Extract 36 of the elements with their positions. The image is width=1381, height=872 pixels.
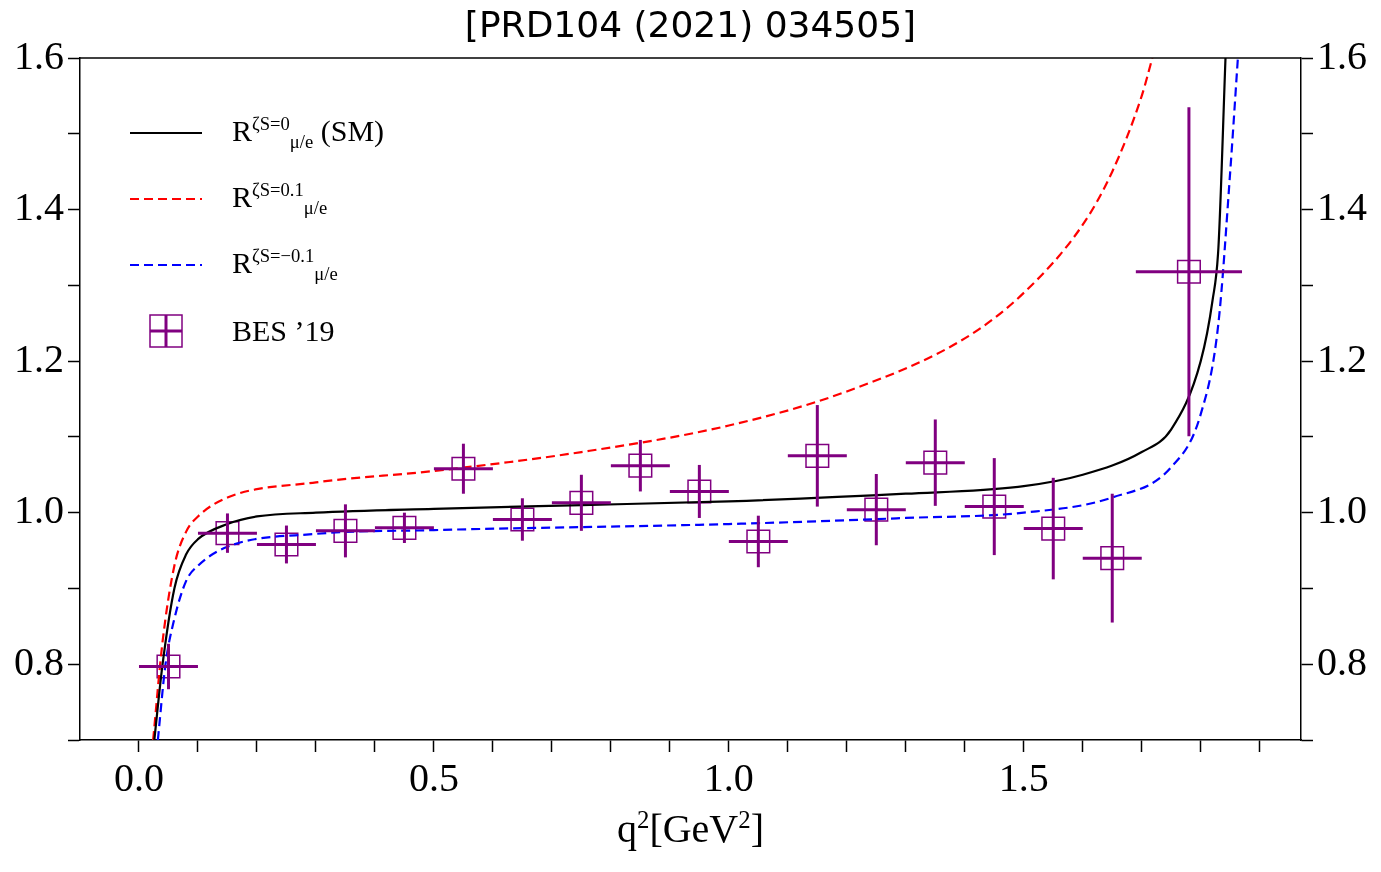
point — [392, 515, 417, 540]
y2-tick-label: 1.6 — [1317, 32, 1367, 78]
point — [1176, 259, 1201, 284]
point — [923, 450, 948, 475]
point — [628, 453, 653, 478]
y-tick-label: 1.4 — [14, 184, 64, 230]
point — [333, 518, 358, 543]
y2-tick-label: 1.0 — [1317, 487, 1367, 533]
x-tick-label: 1.5 — [998, 754, 1049, 800]
y2-tick-label: 1.4 — [1317, 184, 1367, 230]
point — [274, 532, 299, 557]
y-tick-label: 1.6 — [14, 32, 64, 78]
point — [982, 494, 1007, 519]
x-tick-label: 1.0 — [703, 754, 754, 800]
point — [510, 507, 535, 532]
point — [569, 490, 594, 515]
point — [746, 529, 771, 554]
point — [1041, 516, 1066, 541]
x-tick-label: 0.0 — [113, 754, 164, 800]
y-tick-label: 0.8 — [14, 638, 64, 684]
x-tick-label: 0.5 — [408, 754, 459, 800]
point — [864, 497, 889, 522]
point — [805, 443, 830, 468]
y-tick-label: 1.0 — [14, 487, 64, 533]
point — [156, 654, 181, 679]
point — [451, 456, 476, 481]
y2-tick-label: 0.8 — [1317, 638, 1367, 684]
x-axis-title: q$^{2}$[GeV$^{2}$] — [616, 805, 765, 852]
y-tick-label: 1.2 — [14, 335, 64, 381]
point — [1100, 546, 1125, 571]
point — [215, 521, 240, 546]
y2-tick-label: 1.2 — [1317, 335, 1367, 381]
chart-title: [PRD104 (2021) 034505] — [464, 4, 917, 45]
legend-label: R$^{ζS=0}$$_{μ/e}$ (SM) — [232, 113, 385, 153]
legend-label: BES ’19 — [232, 314, 335, 348]
point — [687, 479, 712, 504]
